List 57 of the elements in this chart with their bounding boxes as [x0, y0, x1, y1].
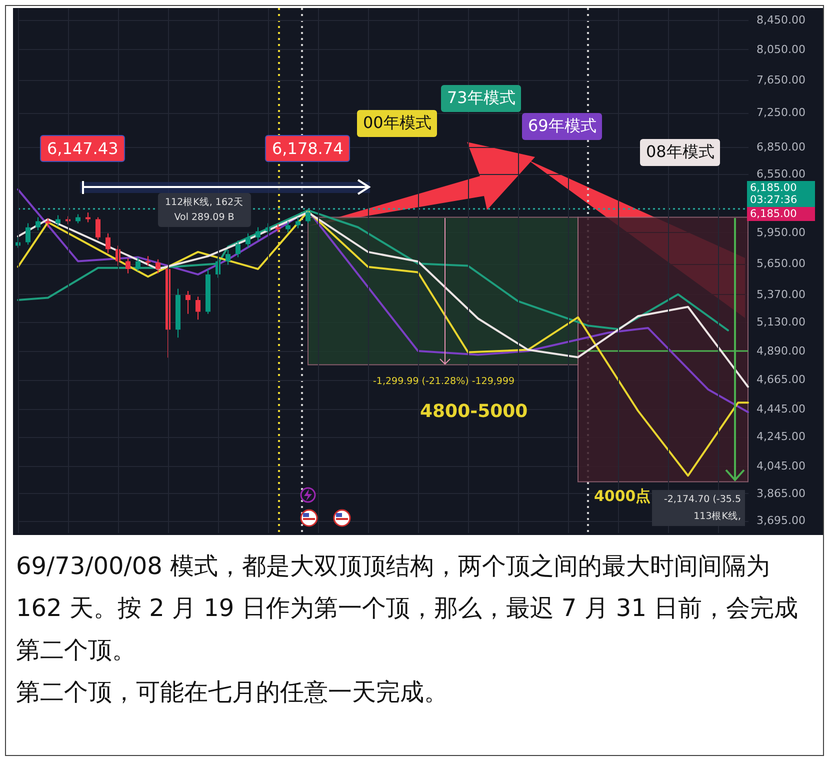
candlestick	[26, 222, 30, 246]
candlestick	[126, 258, 130, 274]
y-tick-label: 4,665.00	[756, 373, 806, 386]
candlestick	[226, 249, 230, 266]
line-series	[17, 211, 749, 388]
candlestick	[186, 290, 190, 314]
candlestick	[36, 216, 40, 231]
candlestick	[156, 258, 160, 274]
candlestick	[86, 212, 90, 223]
annotation: 6,178.74	[272, 139, 344, 158]
candlestick	[256, 226, 260, 241]
candlestick	[106, 232, 110, 254]
text: 03:27:36	[750, 194, 798, 206]
annotation: 112根K线, 162天	[165, 197, 244, 208]
text: 69年模式	[528, 116, 596, 135]
text: 6,185.00	[750, 208, 797, 220]
candlestick	[96, 216, 100, 240]
y-tick-label: 5,370.00	[756, 288, 806, 301]
text: 69/73/00/08 模式，都是大双顶顶结构，两个顶之间的最大时间间隔为 162 天。按 2 月 19 日作为第一个顶，那么，最迟 7 月 31 日前，会完成第二个顶。	[16, 551, 800, 666]
line-series	[17, 210, 749, 477]
y-tick-label: 6,550.00	[756, 168, 806, 181]
y-tick-label: 8,050.00	[756, 42, 806, 56]
y-tick-label: 5,130.00	[756, 316, 806, 329]
annotation: 4000点	[594, 487, 651, 505]
annotation: -1,299.99 (-21.28%) -129,999	[373, 376, 515, 387]
candlestick	[136, 256, 140, 272]
y-tick-label: 7,250.00	[756, 106, 806, 120]
text: 73年模式	[447, 88, 516, 107]
y-tick-label: 6,850.00	[756, 140, 806, 154]
y-tick-label: 4,890.00	[756, 344, 806, 358]
text: 08年模式	[646, 142, 714, 161]
annotation: -2,174.70 (-35.5	[664, 494, 741, 505]
candlestick	[196, 296, 200, 320]
annotation: Vol 289.09 B	[174, 212, 234, 223]
annotation: 4800-5000	[420, 401, 528, 422]
candlestick	[286, 220, 290, 233]
y-tick-label: 5,950.00	[756, 226, 806, 239]
annotation: 6,147.43	[47, 139, 118, 158]
line-series	[17, 209, 729, 332]
text: 6,185.00	[750, 182, 797, 194]
y-tick-label: 3,865.00	[756, 486, 806, 500]
y-tick-label: 4,245.00	[756, 430, 806, 444]
candlestick	[296, 216, 300, 229]
y-tick-label: 4,045.00	[756, 459, 806, 472]
y-tick-label: 4,445.00	[756, 402, 806, 416]
y-tick-label: 7,650.00	[756, 74, 806, 87]
text: 第二个顶，可能在七月的任意一天完成。	[16, 677, 449, 708]
candlestick	[46, 218, 50, 228]
text: 00年模式	[363, 113, 432, 132]
candlestick	[306, 208, 310, 224]
candlestick	[56, 214, 60, 227]
y-tick-label: 8,450.00	[756, 14, 806, 27]
annotation: 113根K线,	[694, 511, 741, 522]
y-tick-label: 5,650.00	[756, 257, 806, 270]
candlestick	[236, 240, 240, 258]
candlestick	[246, 232, 250, 248]
y-tick-label: 3,695.00	[756, 514, 806, 528]
